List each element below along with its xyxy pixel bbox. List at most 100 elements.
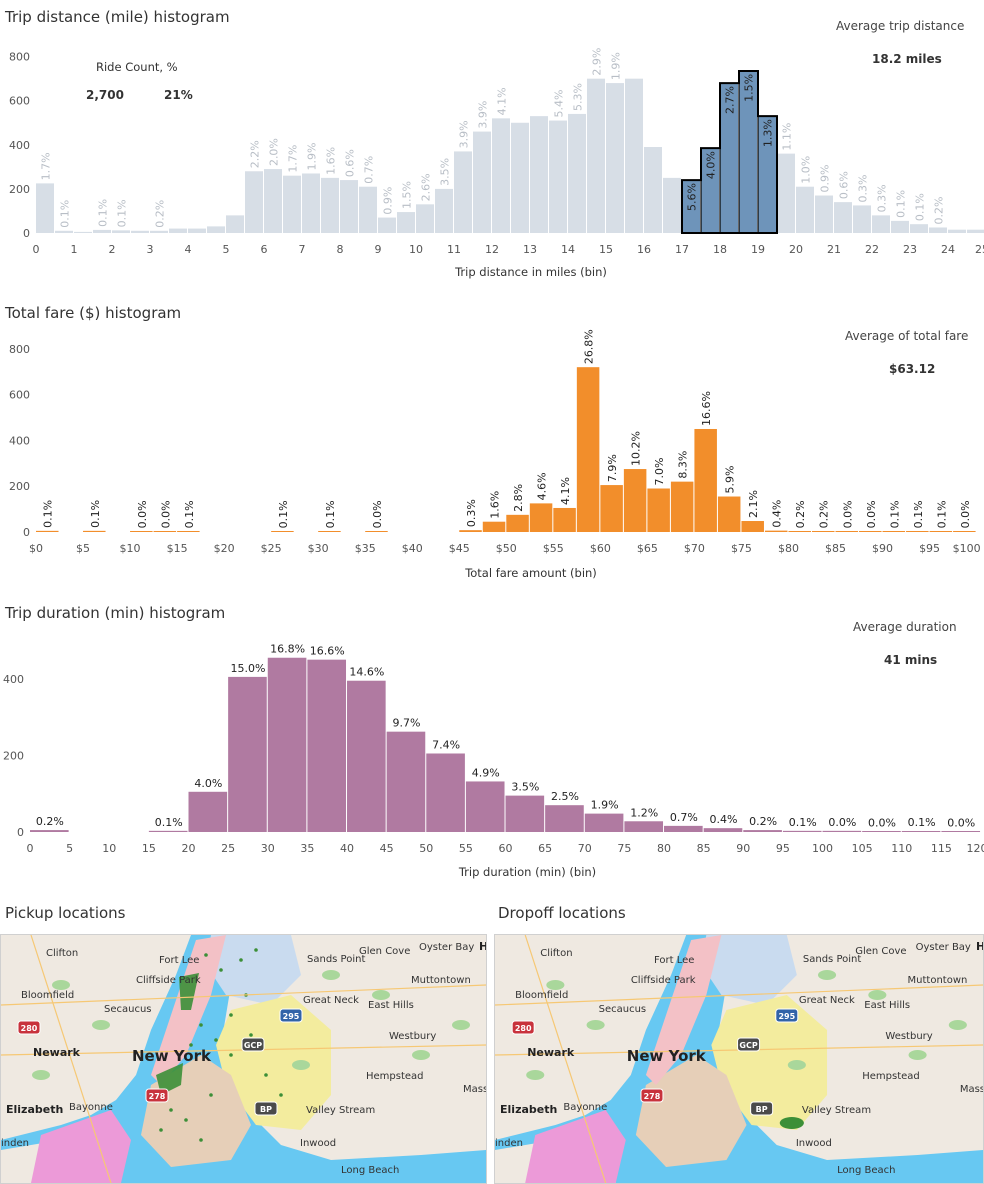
bar xyxy=(584,813,624,832)
data-label: 2.5% xyxy=(551,790,579,803)
bar xyxy=(664,825,703,832)
bar xyxy=(777,153,795,233)
data-label: 0.1% xyxy=(183,500,196,528)
bar xyxy=(600,485,623,532)
data-label: 0.3% xyxy=(876,184,889,212)
map-label: Great Neck xyxy=(303,995,359,1006)
map-label: Hempstead xyxy=(366,1071,424,1082)
data-label: 0.0% xyxy=(841,500,854,528)
bar xyxy=(74,231,92,233)
pickup-point xyxy=(159,1128,163,1132)
route-280-shield-label: 280 xyxy=(21,1024,38,1033)
bar xyxy=(93,229,111,233)
pickup-point xyxy=(214,1038,218,1042)
bar xyxy=(365,531,388,532)
x-axis-label: Trip distance in miles (bin) xyxy=(454,265,607,279)
bar xyxy=(435,188,453,233)
map-label: inden xyxy=(1,1138,29,1149)
x-tick-label: $25 xyxy=(261,542,282,555)
map-label: Muttontown xyxy=(908,975,968,986)
route-295-shield xyxy=(279,1008,303,1023)
y-tick-label: 200 xyxy=(9,480,30,493)
x-tick-label: 25 xyxy=(221,842,235,855)
pickup-map[interactable]: Clifton Fort Lee Cliffside Park Glen Cove Oy… xyxy=(0,934,487,1184)
bar xyxy=(454,151,472,233)
fare-title: Total fare ($) histogram xyxy=(5,304,182,322)
bar xyxy=(416,204,434,233)
map-label: Inwood xyxy=(796,1138,832,1149)
data-label: 1.3% xyxy=(762,119,775,147)
data-label: 0.7% xyxy=(670,811,698,824)
map-label: H xyxy=(976,940,983,953)
x-tick-label: $15 xyxy=(167,542,188,555)
map-road xyxy=(1,984,486,1006)
dropoff-map[interactable]: Clifton Fort Lee Cliffside Park Glen Cove Oy… xyxy=(494,934,984,1184)
pickup-point xyxy=(239,958,243,962)
bar xyxy=(228,676,267,832)
data-label: 0.7% xyxy=(363,156,376,184)
pickup-point xyxy=(249,1033,253,1037)
data-label: 1.7% xyxy=(40,152,53,180)
map-park xyxy=(546,980,565,990)
pickup-point xyxy=(229,1053,233,1057)
x-tick-label: 24 xyxy=(941,243,955,256)
x-tick-label: 11 xyxy=(447,243,461,256)
x-tick-label: 70 xyxy=(578,842,592,855)
map-label: Oyster Bay xyxy=(419,942,474,953)
dropoff-map-canvas[interactable]: Clifton Fort Lee Cliffside Park Glen Cove Oy… xyxy=(495,935,983,1183)
route-295-shield-label: 295 xyxy=(283,1012,300,1021)
bar xyxy=(55,230,73,233)
bar xyxy=(148,830,188,832)
x-tick-label: 110 xyxy=(891,842,912,855)
data-label: 0.0% xyxy=(159,500,172,528)
map-park xyxy=(52,980,70,990)
x-tick-label: $5 xyxy=(76,542,90,555)
map-label: East Hills xyxy=(864,1000,910,1011)
bar xyxy=(862,831,901,832)
route-280-shield xyxy=(511,1020,535,1035)
x-axis-label: Trip duration (min) (bin) xyxy=(458,865,596,879)
bar xyxy=(397,212,415,233)
bar xyxy=(788,531,811,532)
data-label: 3.5% xyxy=(439,158,452,186)
map-label: Long Beach xyxy=(341,1165,399,1176)
bar xyxy=(30,830,69,832)
x-tick-label: 10 xyxy=(102,842,116,855)
bar xyxy=(948,229,966,233)
data-label: 1.5% xyxy=(743,74,756,102)
bar xyxy=(465,781,505,832)
bar xyxy=(743,830,782,832)
data-label: 0.6% xyxy=(344,149,357,177)
data-label: 8.3% xyxy=(677,451,690,479)
map-label: Oyster Bay xyxy=(916,942,971,953)
map-park xyxy=(412,1050,430,1060)
x-tick-label: 8 xyxy=(337,243,344,256)
x-tick-label: 5 xyxy=(223,243,230,256)
data-label: 0.6% xyxy=(838,171,851,199)
bar xyxy=(834,202,852,233)
pickup-cluster-midtown xyxy=(156,1063,183,1095)
map-label: East Hills xyxy=(368,1000,414,1011)
bar xyxy=(321,177,339,233)
data-label: 0.3% xyxy=(857,174,870,202)
x-tick-label: 80 xyxy=(657,842,671,855)
x-tick-label: 3 xyxy=(147,243,154,256)
bar xyxy=(549,120,567,233)
bar xyxy=(741,521,764,532)
data-label: 9.7% xyxy=(392,717,420,730)
x-tick-label: 45 xyxy=(380,842,394,855)
bar xyxy=(815,195,833,233)
bar xyxy=(130,531,153,532)
data-label: 0.1% xyxy=(912,500,925,528)
route-280-shield-label: 280 xyxy=(515,1024,532,1033)
data-label: 16.8% xyxy=(270,643,305,656)
bar xyxy=(36,530,59,532)
bar xyxy=(682,180,700,233)
pickup-map-canvas[interactable]: Clifton Fort Lee Cliffside Park Glen Cove Oy… xyxy=(1,935,486,1183)
bar xyxy=(459,530,482,532)
map-label: New York xyxy=(132,1047,212,1065)
map-label: Inwood xyxy=(300,1138,336,1149)
x-tick-label: 115 xyxy=(931,842,952,855)
bar xyxy=(318,531,341,532)
pickup-point xyxy=(189,1043,193,1047)
